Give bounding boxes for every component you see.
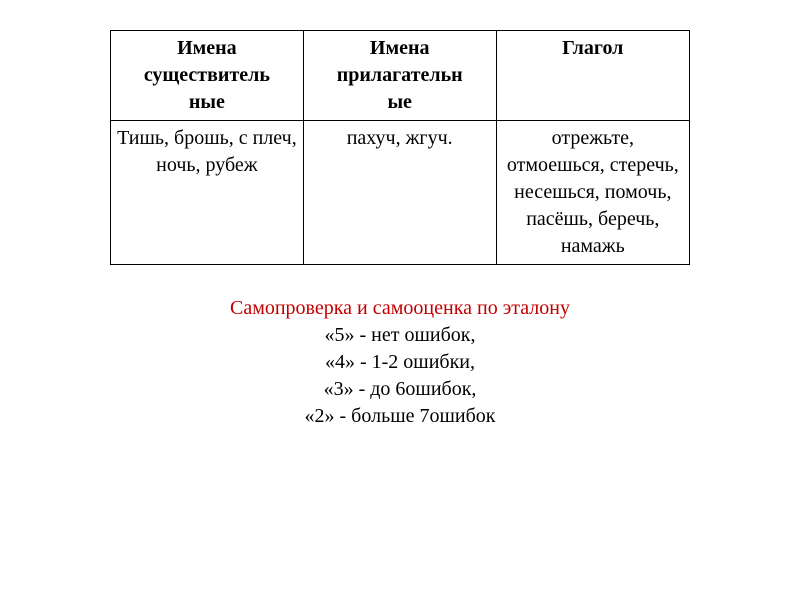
table-row: Тишь, брошь, с плеч, ночь, рубеж пахуч, … [111,121,690,265]
table-header-row: Имена существительные Имена прилагательн… [111,31,690,121]
cell-verbs: отрежьте, отмоешься, стеречь, несешься, … [496,121,689,265]
cell-adjectives: пахуч, жгуч. [303,121,496,265]
cell-nouns: Тишь, брошь, с плеч, ночь, рубеж [111,121,304,265]
grammar-table: Имена существительные Имена прилагательн… [110,30,690,265]
col-header-nouns: Имена существительные [111,31,304,121]
assessment-line: «3» - до 6ошибок, [110,376,690,403]
assessment-line: «4» - 1-2 ошибки, [110,349,690,376]
page: Имена существительные Имена прилагательн… [0,0,800,600]
assessment-line: «5» - нет ошибок, [110,322,690,349]
assessment-block: Самопроверка и самооценка по эталону «5»… [110,295,690,430]
col-header-verbs: Глагол [496,31,689,121]
assessment-line: «2» - больше 7ошибок [110,403,690,430]
col-header-adjectives: Имена прилагательные [303,31,496,121]
assessment-title: Самопроверка и самооценка по эталону [110,295,690,322]
